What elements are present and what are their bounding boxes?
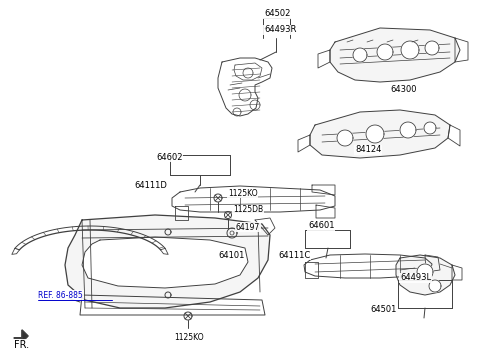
Polygon shape (353, 48, 367, 62)
Text: 64493L: 64493L (400, 274, 431, 283)
Text: 64197: 64197 (236, 222, 260, 231)
Text: 64502: 64502 (264, 9, 290, 18)
Text: REF. 86-885: REF. 86-885 (38, 291, 83, 300)
Polygon shape (396, 255, 455, 295)
Text: 1125KO: 1125KO (228, 188, 258, 197)
Polygon shape (417, 264, 433, 280)
Polygon shape (377, 44, 393, 60)
Polygon shape (82, 237, 248, 288)
Text: 64501: 64501 (370, 305, 396, 314)
Text: 64493R: 64493R (264, 26, 296, 35)
Polygon shape (330, 28, 460, 82)
Text: 1125KO: 1125KO (174, 334, 204, 343)
Text: FR.: FR. (14, 340, 29, 350)
Polygon shape (14, 330, 28, 342)
Text: 64111C: 64111C (278, 251, 310, 260)
Text: 84124: 84124 (355, 145, 382, 155)
Text: 64602: 64602 (156, 152, 182, 161)
Polygon shape (401, 41, 419, 59)
Polygon shape (65, 215, 270, 308)
Polygon shape (424, 122, 436, 134)
Polygon shape (337, 130, 353, 146)
Polygon shape (310, 110, 450, 158)
Polygon shape (400, 122, 416, 138)
Text: 64601: 64601 (308, 222, 335, 231)
Polygon shape (366, 125, 384, 143)
Text: 64101: 64101 (218, 251, 244, 260)
Polygon shape (425, 41, 439, 55)
Text: 1125DB: 1125DB (233, 205, 263, 214)
Polygon shape (429, 280, 441, 292)
Text: 64111D: 64111D (134, 182, 167, 191)
Text: 64300: 64300 (390, 86, 417, 95)
